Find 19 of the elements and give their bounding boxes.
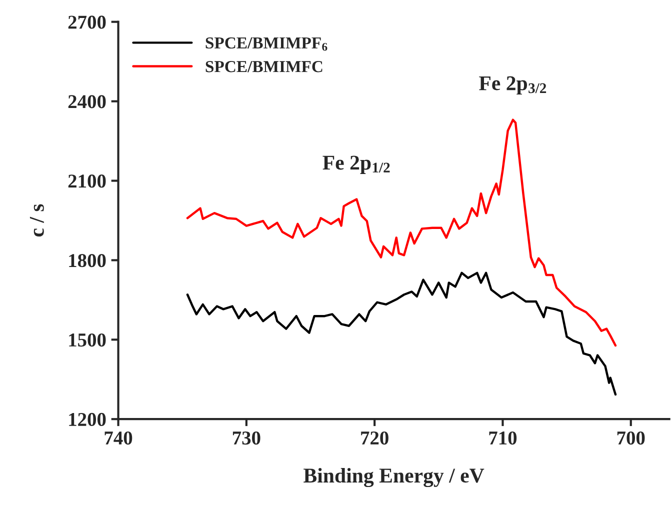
y-tick-label: 2100 [68,174,106,188]
y-axis-title: c / s [30,204,44,237]
legend-label: SPCE/BMIMPF$_{6}$ [206,37,328,51]
x-tick-label: 730 [232,431,260,445]
annotation: Fe 2p$_{1/2}$ [322,156,390,174]
x-tick-label: 740 [104,431,132,445]
line-series [186,272,617,396]
y-tick-label: 1800 [69,254,106,268]
annotation: Fe 2p$_{3/2}$ [479,76,546,95]
x-axis-title: Binding Energy / eV [304,468,484,488]
line-series [186,118,617,347]
x-tick-label: 720 [361,431,388,445]
legend-label: SPCE/BMIMFC [206,61,322,72]
x-tick-label: 700 [617,431,645,445]
x-tick-label: 710 [489,431,517,445]
y-tick-label: 2400 [68,95,106,108]
y-tick-label: 1500 [69,333,106,347]
y-tick-label: 1200 [69,412,106,426]
y-tick-label: 2700 [68,16,106,29]
